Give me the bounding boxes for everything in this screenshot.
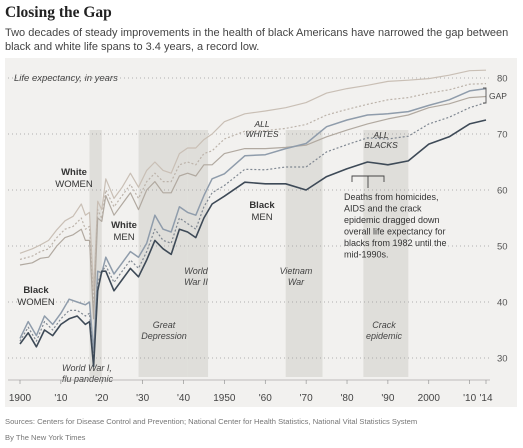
y-tick-label-30: 30 (497, 354, 508, 365)
shaded-period-label-2: World War II (184, 266, 209, 287)
shaded-period-4 (363, 130, 409, 377)
series-line-all-whites (19, 83, 487, 309)
annotation-black-women: Black WOMEN (17, 285, 55, 308)
series-line-white-women (19, 69, 487, 292)
annotation-black-men: Black MEN (249, 200, 275, 223)
y-tick-label-40: 40 (497, 298, 508, 309)
y-tick-label-70: 70 (497, 130, 508, 141)
gap-label: GAP (489, 91, 507, 101)
page-subtitle: Two decades of steady improvements in th… (5, 27, 509, 53)
series-line-black-women (19, 87, 487, 354)
annotation-white-women: White WOMEN (55, 167, 93, 190)
series-line-all-blacks (19, 102, 487, 365)
shaded-period-label-1: Great Depression (141, 320, 187, 341)
y-tick-label-60: 60 (497, 186, 508, 197)
y-axis-ticks: 30 40 50 60 70 80 (497, 74, 508, 365)
y-tick-label-50: 50 (497, 242, 508, 253)
x-tick-label-1970: '70 (300, 393, 313, 404)
crack-note-bracket (351, 175, 385, 188)
page-title: Closing the Gap (5, 4, 112, 21)
annotation-crack-note: Deaths from homicides, AIDS and the crack… (344, 192, 447, 260)
annotation-white-men: White MEN (111, 220, 137, 243)
x-tick-label-2014: '14 (479, 393, 492, 404)
x-tick-label-2010: '10 (463, 393, 476, 404)
chart-annotations: White WOMEN White MEN Black WOMEN Black MEN ALL W… (17, 119, 446, 308)
x-tick-label-2000: 2000 (418, 393, 441, 404)
x-tick-label-1900: 1900 (9, 393, 32, 404)
annotation-all-blacks: ALL BLACKS (364, 130, 398, 150)
y-tick-label-80: 80 (497, 74, 508, 85)
shaded-periods: World War I, flu pandemic Great Depression W… (62, 130, 409, 384)
series-line-black-men (19, 119, 487, 368)
x-tick-label-1920: '20 (95, 393, 108, 404)
source-note: Sources: Centers for Disease Control and… (5, 417, 418, 426)
x-tick-label-1910: '10 (54, 393, 67, 404)
series-lines (19, 69, 487, 368)
series-line-white-men (19, 95, 487, 320)
gap-bracket: GAP (483, 87, 507, 104)
x-tick-label-1960: '60 (259, 393, 272, 404)
shaded-period-2 (187, 130, 209, 377)
x-tick-label-1990: '90 (381, 393, 394, 404)
y-axis-label: Life expectancy, in years (14, 73, 118, 84)
x-axis-ticks: 1900'10'20'30'40 1950'60'70'80'90 2000'10 '… (8, 379, 493, 404)
credit-note: By The New York Times (5, 433, 86, 442)
shaded-period-label-0: World War I, flu pandemic (62, 363, 114, 384)
shaded-period-3 (285, 130, 323, 377)
x-tick-label-1980: '80 (340, 393, 353, 404)
gap-bracket-line (483, 87, 487, 104)
x-tick-label-1940: '40 (177, 393, 190, 404)
shaded-period-label-3: Vietnam War (280, 266, 313, 287)
annotation-all-whites: ALL WHITES (245, 119, 278, 139)
shaded-period-label-4: Crack epidemic (366, 320, 403, 341)
x-tick-label-1930: '30 (136, 393, 149, 404)
x-tick-label-1950: 1950 (213, 393, 236, 404)
